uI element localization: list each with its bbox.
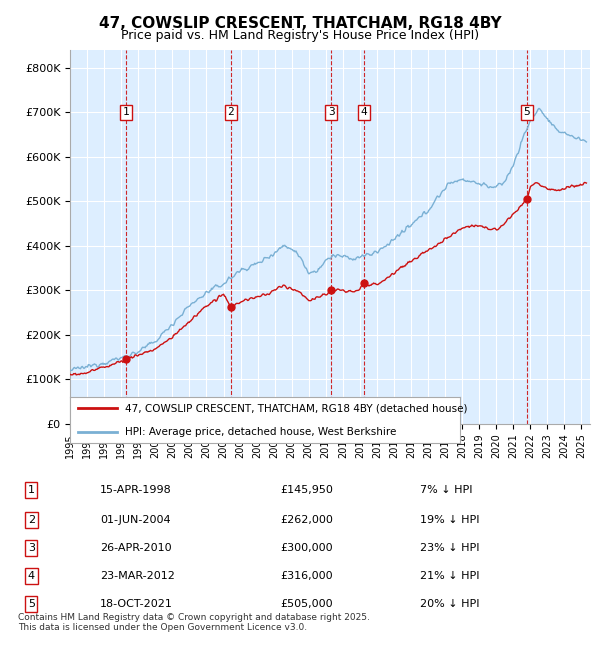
Text: Contains HM Land Registry data © Crown copyright and database right 2025.
This d: Contains HM Land Registry data © Crown c… (18, 612, 370, 632)
Text: 2: 2 (28, 515, 35, 525)
Text: 47, COWSLIP CRESCENT, THATCHAM, RG18 4BY: 47, COWSLIP CRESCENT, THATCHAM, RG18 4BY (98, 16, 502, 31)
Text: 18-OCT-2021: 18-OCT-2021 (100, 599, 173, 609)
Text: 23-MAR-2012: 23-MAR-2012 (100, 571, 175, 581)
Text: 26-APR-2010: 26-APR-2010 (100, 543, 172, 553)
Text: £316,000: £316,000 (280, 571, 332, 581)
Text: 15-APR-1998: 15-APR-1998 (100, 485, 172, 495)
Text: 5: 5 (523, 107, 530, 118)
Text: HPI: Average price, detached house, West Berkshire: HPI: Average price, detached house, West… (125, 426, 396, 437)
Text: 7% ↓ HPI: 7% ↓ HPI (420, 485, 473, 495)
Text: 3: 3 (328, 107, 335, 118)
Text: 5: 5 (28, 599, 35, 609)
Text: 23% ↓ HPI: 23% ↓ HPI (420, 543, 479, 553)
Text: £145,950: £145,950 (280, 485, 333, 495)
Text: 20% ↓ HPI: 20% ↓ HPI (420, 599, 479, 609)
Text: 01-JUN-2004: 01-JUN-2004 (100, 515, 170, 525)
Text: Price paid vs. HM Land Registry's House Price Index (HPI): Price paid vs. HM Land Registry's House … (121, 29, 479, 42)
Text: £505,000: £505,000 (280, 599, 332, 609)
Text: 2: 2 (227, 107, 234, 118)
Text: 21% ↓ HPI: 21% ↓ HPI (420, 571, 479, 581)
Text: 1: 1 (123, 107, 130, 118)
Text: £262,000: £262,000 (280, 515, 333, 525)
Text: £300,000: £300,000 (280, 543, 332, 553)
Text: 1: 1 (28, 485, 35, 495)
Text: 3: 3 (28, 543, 35, 553)
Text: 19% ↓ HPI: 19% ↓ HPI (420, 515, 479, 525)
Text: 4: 4 (28, 571, 35, 581)
Text: 47, COWSLIP CRESCENT, THATCHAM, RG18 4BY (detached house): 47, COWSLIP CRESCENT, THATCHAM, RG18 4BY… (125, 403, 467, 413)
Text: 4: 4 (361, 107, 367, 118)
